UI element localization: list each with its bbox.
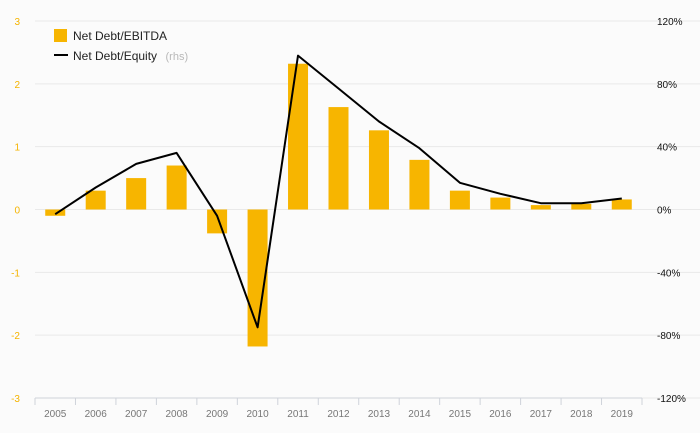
x-axis-tick-label: 2006 (85, 409, 108, 420)
bar-net-debt-ebitda-2006 (85, 190, 106, 210)
x-axis-tick-label: 2014 (408, 409, 431, 420)
right-axis-tick-label: 80% (657, 80, 677, 91)
bar-net-debt-ebitda-2019 (611, 199, 632, 210)
x-axis-tick-label: 2016 (489, 409, 512, 420)
bar-net-debt-ebitda-2012 (328, 107, 349, 210)
x-axis-tick-label: 2010 (246, 409, 269, 420)
legend-label-rhs: (rhs) (166, 51, 189, 63)
x-axis-tick-label: 2017 (530, 409, 553, 420)
x-axis-tick-label: 2015 (449, 409, 472, 420)
left-axis-tick-label: 1 (14, 143, 20, 154)
x-axis-tick-label: 2019 (611, 409, 634, 420)
right-axis-ticks: 120% 80% 40% 0% -40% -80% -120% (657, 17, 686, 405)
right-axis-tick-label: 40% (657, 143, 677, 154)
bar-series (45, 63, 632, 347)
x-axis-tick-label: 2007 (125, 409, 148, 420)
x-axis-tick-label: 2005 (44, 409, 67, 420)
legend-label-net-debt-equity: Net Debt/Equity (rhs) (73, 47, 188, 64)
x-axis-tick-label: 2009 (206, 409, 229, 420)
x-axis-tick-labels: 2005 2006 2007 2008 2009 2010 2011 2012 2013 2014… (44, 409, 633, 420)
x-axis-tick-label: 2012 (327, 409, 350, 420)
left-axis-ticks: 3 2 1 0 -1 -2 -3 (11, 17, 20, 405)
line-net-debt-equity (54, 54, 622, 329)
x-axis (34, 397, 643, 405)
x-axis-tick-label: 2011 (287, 409, 309, 420)
left-axis-tick-label: 2 (14, 80, 20, 91)
bar-net-debt-ebitda-2017 (530, 205, 551, 210)
bar-net-debt-ebitda-2007 (126, 178, 147, 210)
bar-net-debt-ebitda-2011 (288, 63, 309, 210)
line-series (54, 54, 622, 329)
bar-net-debt-ebitda-2016 (490, 197, 511, 210)
bar-net-debt-ebitda-2008 (166, 165, 187, 210)
bar-net-debt-ebitda-2005 (45, 209, 66, 216)
legend-swatch-net-debt-ebitda (54, 29, 67, 42)
bar-net-debt-ebitda-2014 (409, 159, 430, 210)
right-axis-tick-label: -120% (657, 394, 686, 405)
left-axis-tick-label: -3 (11, 394, 20, 405)
bar-net-debt-ebitda-2009 (207, 209, 228, 234)
x-axis-tick-label: 2008 (166, 409, 189, 420)
left-axis-tick-label: -2 (11, 331, 20, 342)
bar-net-debt-ebitda-2015 (449, 190, 470, 210)
bar-net-debt-ebitda-2013 (368, 130, 389, 210)
left-axis-tick-label: 0 (14, 206, 20, 217)
right-axis-tick-label: -40% (657, 268, 680, 279)
right-axis-tick-label: -80% (657, 331, 680, 342)
left-axis-tick-label: -1 (11, 268, 20, 279)
legend: Net Debt/EBITDA Net Debt/Equity (rhs) (54, 29, 188, 64)
right-axis-tick-label: 120% (657, 17, 683, 28)
right-axis-tick-label: 0% (657, 206, 672, 217)
left-axis-tick-label: 3 (14, 17, 20, 28)
x-axis-tick-label: 2013 (368, 409, 391, 420)
x-axis-tick-label: 2018 (570, 409, 593, 420)
legend-label-net-debt-ebitda: Net Debt/EBITDA (73, 29, 167, 43)
bar-net-debt-ebitda-2018 (571, 203, 592, 210)
legend-label-net-debt-equity-text: Net Debt/Equity (73, 49, 157, 63)
